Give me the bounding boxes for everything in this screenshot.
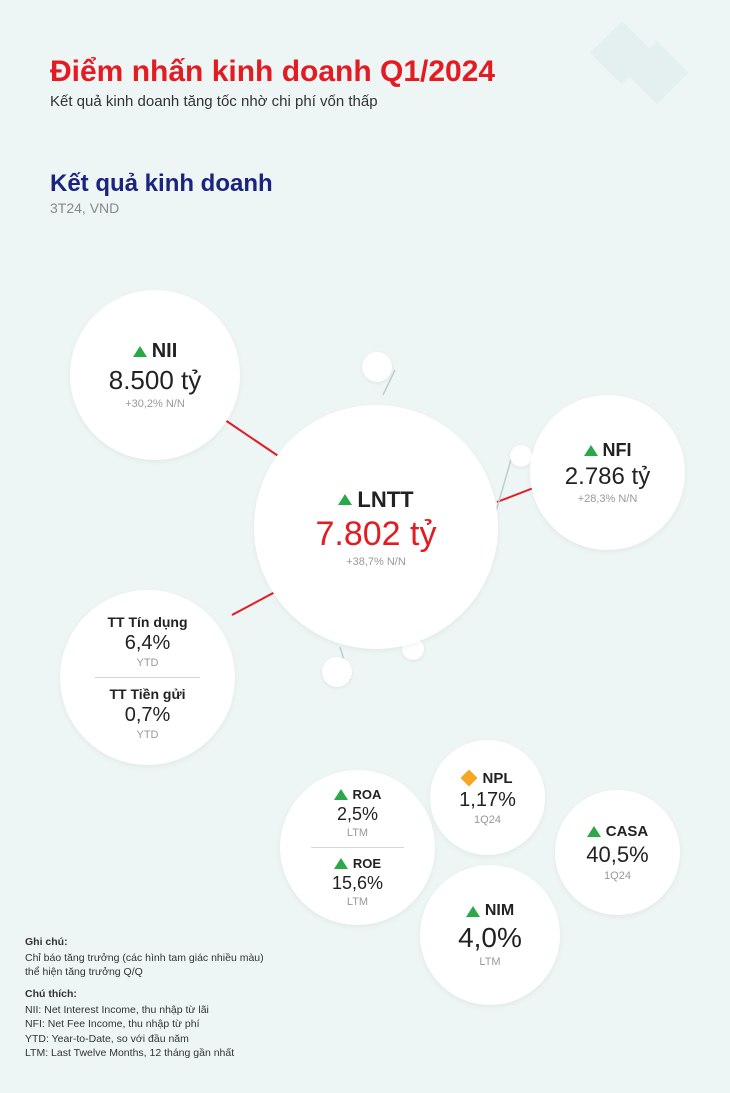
metric-label: NIM — [485, 902, 514, 920]
metric-label: ROA — [353, 787, 382, 802]
divider — [311, 847, 404, 848]
metric-label: NPL — [483, 770, 513, 787]
legend-line: NII: Net Interest Income, thu nhập từ lã… — [25, 1003, 264, 1017]
metric-sub: +38,7% N/N — [346, 556, 406, 568]
metric-sub: +30,2% N/N — [125, 398, 185, 410]
triangle-up-icon — [338, 494, 352, 505]
footnotes: Ghi chú: Chỉ báo tăng trưởng (các hình t… — [25, 935, 264, 1068]
footnote-line: Chỉ báo tăng trưởng (các hình tam giác n… — [25, 951, 264, 965]
metric-sub: LTM — [347, 896, 368, 908]
triangle-up-icon — [466, 906, 480, 917]
bg-diamond-shape — [570, 20, 690, 125]
legend-line: LTM: Last Twelve Months, 12 tháng gần nh… — [25, 1046, 264, 1060]
metric-value: 4,0% — [458, 922, 522, 954]
metric-value: 0,7% — [125, 704, 171, 727]
metric-value: 2.786 tỷ — [565, 463, 650, 491]
metric-label: NFI — [603, 440, 632, 461]
metric-sub: LTM — [479, 956, 500, 968]
footnote-line: thể hiện tăng trưởng Q/Q — [25, 965, 264, 979]
decorative-dot — [322, 657, 352, 687]
metric-label: ROE — [353, 856, 381, 871]
metric-label: TT Tiền gửi — [110, 686, 186, 702]
footnote-title: Ghi chú: — [25, 935, 264, 949]
bubble-center: LNTT7.802 tỷ +38,7% N/N — [254, 405, 498, 649]
metric-label: NII — [152, 340, 178, 363]
triangle-up-icon — [587, 826, 601, 837]
metric-sub: YTD — [137, 729, 159, 741]
legend-line: YTD: Year-to-Date, so với đầu năm — [25, 1032, 264, 1046]
metric-value: 6,4% — [125, 632, 171, 655]
metric-value: 1,17% — [459, 789, 516, 812]
section-sub: 3T24, VND — [50, 200, 730, 216]
metric-label: CASA — [606, 823, 649, 840]
bubble-nfi: NFI2.786 tỷ +28,3% N/N — [530, 395, 685, 550]
metric-label: TT Tín dụng — [107, 614, 187, 630]
triangle-up-icon — [584, 445, 598, 456]
legend-line: NFI: Net Fee Income, thu nhập từ phí — [25, 1017, 264, 1031]
metric-value: 7.802 tỷ — [316, 515, 437, 554]
divider — [95, 677, 200, 678]
metric-value: 40,5% — [586, 842, 648, 868]
diamond-icon — [460, 770, 477, 787]
bubble-nim: NIM 4,0% LTM — [420, 865, 560, 1005]
decorative-dot — [510, 445, 532, 467]
bubble-casa: CASA 40,5% 1Q24 — [555, 790, 680, 915]
metric-sub: YTD — [137, 657, 159, 669]
metric-sub: LTM — [347, 827, 368, 839]
legend-title: Chú thích: — [25, 987, 264, 1001]
triangle-up-icon — [334, 858, 348, 869]
metric-sub: +28,3% N/N — [578, 493, 638, 505]
bubble-roa-roe: ROA 2,5% LTM ROE 15,6% LTM — [280, 770, 435, 925]
metric-value: 15,6% — [332, 873, 383, 894]
metric-sub: 1Q24 — [474, 814, 501, 826]
section-title: Kết quả kinh doanh — [50, 170, 730, 198]
triangle-up-icon — [133, 346, 147, 357]
triangle-up-icon — [334, 789, 348, 800]
metric-value: 2,5% — [337, 804, 378, 825]
bubble-nii: NII8.500 tỷ +30,2% N/N — [70, 290, 240, 460]
bubble-tt: TT Tín dụng 6,4% YTD TT Tiền gửi 0,7% YTD — [60, 590, 235, 765]
decorative-dot — [362, 352, 392, 382]
bubble-npl: NPL 1,17% 1Q24 — [430, 740, 545, 855]
metric-label: LNTT — [357, 487, 413, 513]
metric-sub: 1Q24 — [604, 870, 631, 882]
metric-value: 8.500 tỷ — [109, 365, 202, 396]
